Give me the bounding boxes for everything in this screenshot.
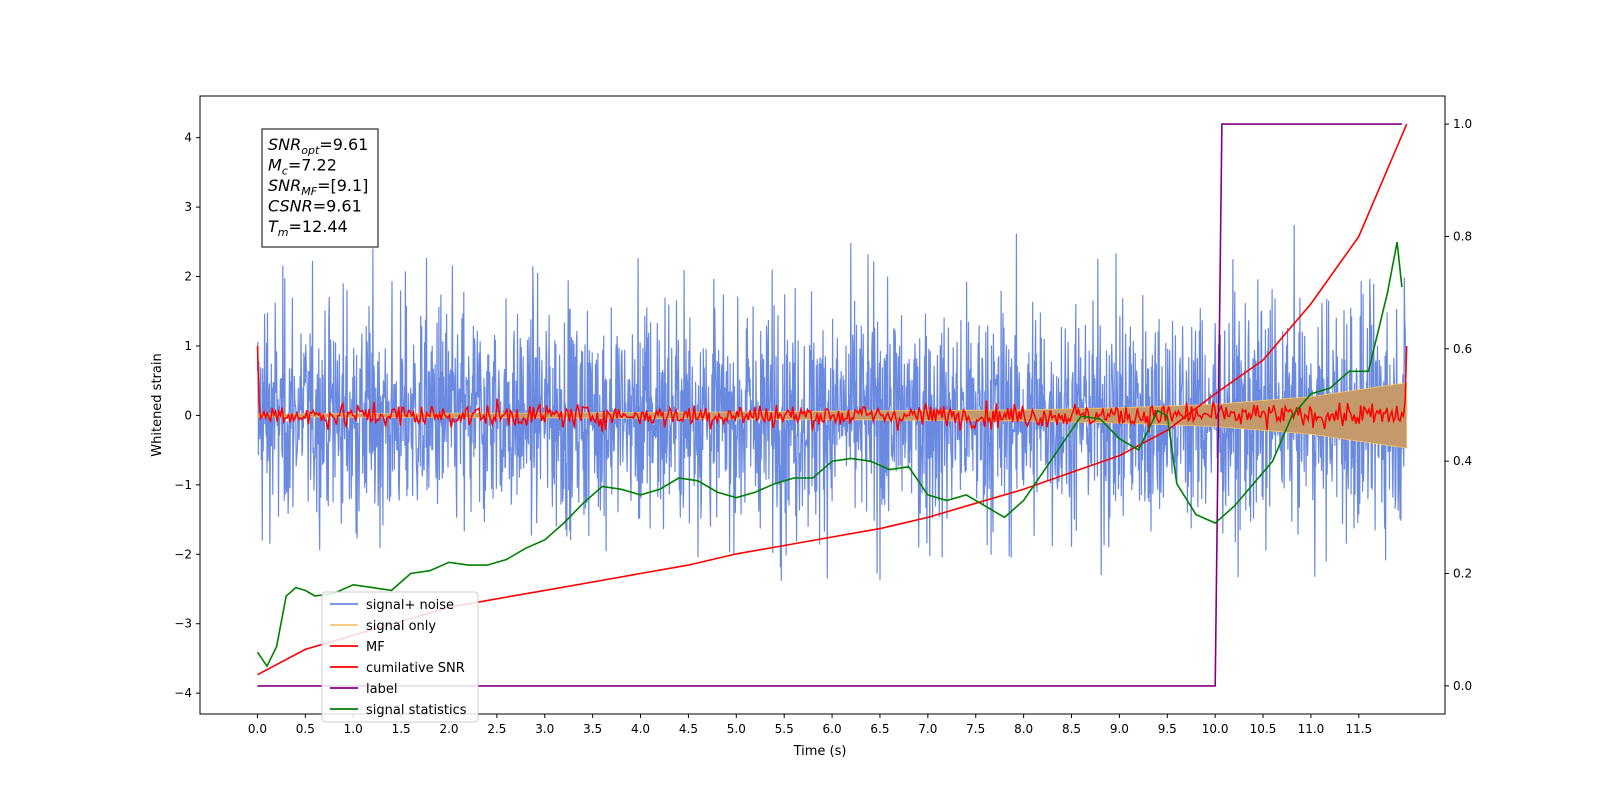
stats-line: SNRopt=9.61 (268, 135, 368, 157)
stats-line-name: CSNR (268, 197, 313, 216)
y-tick-label: 4 (184, 131, 192, 145)
x-axis-label: Time (s) (793, 744, 847, 759)
y-tick-label: 0 (184, 408, 192, 422)
y-right-tick-label: 0.6 (1453, 342, 1472, 356)
stats-line: Mc=7.22 (268, 156, 337, 178)
x-tick-label: 2.5 (487, 722, 506, 736)
x-tick-label: 7.5 (966, 722, 985, 736)
x-tick-label: 0.5 (296, 722, 315, 736)
x-tick-label: 9.0 (1110, 722, 1129, 736)
stats-line-subscript: c (282, 165, 288, 178)
x-tick-label: 11.0 (1298, 722, 1325, 736)
y-right-tick-label: 0.0 (1453, 679, 1472, 693)
x-tick-label: 4.0 (631, 722, 650, 736)
x-tick-label: 11.5 (1345, 722, 1372, 736)
plot-frame (199, 95, 1446, 715)
y-right-tick-label: 0.2 (1453, 567, 1472, 581)
stats-line-value: =7.22 (288, 156, 337, 175)
x-tick-label: 1.0 (344, 722, 363, 736)
legend-label: signal statistics (366, 703, 467, 718)
stats-line-value: =[9.1] (317, 176, 368, 195)
x-tick-label: 6.5 (870, 722, 889, 736)
y-right-tick-label: 0.8 (1453, 229, 1472, 243)
stats-line-name: M (268, 156, 282, 175)
x-tick-label: 8.5 (1062, 722, 1081, 736)
y-tick-label: 3 (184, 200, 192, 214)
x-tick-label: 5.0 (727, 722, 746, 736)
legend: signal+ noise signal only MF cumilative SNR… (321, 591, 479, 723)
legend-label: cumilative SNR (366, 661, 465, 676)
x-tick-label: 8.0 (1014, 722, 1033, 736)
x-tick-label: 10.5 (1250, 722, 1277, 736)
x-tick-label: 0.0 (248, 722, 267, 736)
y-tick-label: −1 (174, 478, 192, 492)
y-tick-label: −4 (174, 686, 192, 700)
y-right-tick-label: 0.4 (1453, 454, 1472, 468)
legend-label: signal only (366, 619, 436, 634)
stats-line: CSNR=9.61 (268, 197, 362, 216)
y-tick-label: −2 (174, 547, 192, 561)
stats-line-subscript: opt (301, 144, 320, 157)
stats-line: Tm=12.44 (268, 217, 348, 239)
x-tick-label: 2.0 (439, 722, 458, 736)
stats-line-name: SNR (268, 135, 301, 154)
y-tick-label: −3 (174, 617, 192, 631)
x-tick-label: 4.5 (679, 722, 698, 736)
y-tick-label: 1 (184, 339, 192, 353)
stats-line-value: =9.61 (319, 135, 368, 154)
y-tick-label: 2 (184, 270, 192, 284)
y-axis-label: Whitened strain (150, 353, 165, 456)
x-tick-label: 6.0 (823, 722, 842, 736)
legend-label: label (366, 682, 397, 697)
x-tick-label: 10.0 (1202, 722, 1229, 736)
stats-line-subscript: m (278, 226, 289, 239)
y-right-tick-label: 1.0 (1453, 117, 1472, 131)
axis-ticks: 0.0 0.5 1.0 1.5 2.0 2.5 3.0 3.5 4.0 4.5 5.0 5.5 6.0 6… (174, 117, 1472, 736)
stats-annotation-box: SNRopt=9.61Mc=7.22SNRMF=[9.1]CSNR=9.61Tm… (261, 128, 379, 248)
stats-line-subscript: MF (301, 185, 317, 198)
stats-line-name: T (268, 217, 279, 236)
legend-label: signal+ noise (366, 598, 454, 613)
series-mf-line (256, 345, 1408, 433)
x-tick-label: 9.5 (1158, 722, 1177, 736)
series-signal-noise-line (256, 224, 1408, 581)
x-tick-label: 5.5 (775, 722, 794, 736)
x-tick-label: 1.5 (392, 722, 411, 736)
series-signal-statistics-line (256, 241, 1403, 668)
series-label-line (257, 123, 1402, 687)
legend-label: MF (366, 640, 385, 655)
x-tick-label: 3.5 (583, 722, 602, 736)
x-tick-label: 7.0 (918, 722, 937, 736)
stats-line: SNRMF=[9.1] (268, 176, 368, 198)
stats-box-frame (261, 128, 379, 248)
legend-frame (321, 591, 479, 723)
stats-line-value: =12.44 (289, 217, 348, 236)
stats-line-value: =9.61 (313, 197, 362, 216)
x-tick-label: 3.0 (535, 722, 554, 736)
stats-line-name: SNR (268, 176, 301, 195)
